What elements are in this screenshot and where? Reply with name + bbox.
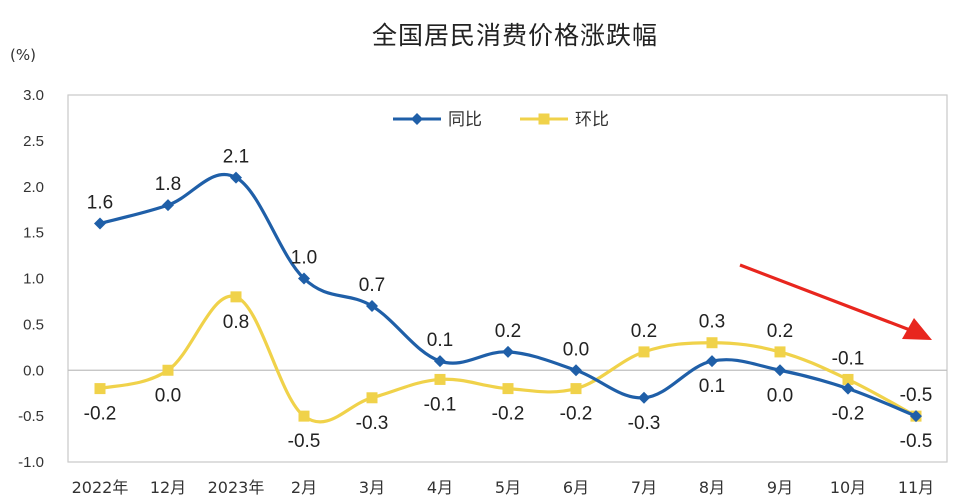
data-label-yoy: 1.8	[155, 174, 181, 195]
x-tick-label: 11月	[898, 478, 934, 497]
annotation-arrow-shaft	[739, 263, 911, 332]
data-label-mom: -0.2	[560, 404, 593, 425]
series-point-yoy	[502, 345, 514, 358]
x-tick-label: 12月	[150, 478, 186, 497]
x-tick-label: 7月	[631, 478, 657, 497]
data-label-yoy: -0.3	[628, 413, 661, 434]
y-tick-label: 0.5	[23, 316, 44, 333]
data-label-yoy: 2.1	[223, 147, 249, 168]
legend: 同比 环比	[393, 110, 609, 130]
legend-label-mom: 环比	[575, 110, 609, 130]
series-point-yoy	[638, 391, 650, 404]
annotation-layer	[739, 263, 932, 340]
x-tick-label: 2022年	[72, 478, 129, 497]
data-label-yoy: 0.0	[767, 385, 793, 406]
data-label-mom: -0.1	[424, 394, 457, 415]
x-tick-label: 2023年	[208, 478, 265, 497]
data-label-mom: -0.3	[356, 413, 389, 434]
y-tick-label: 0.0	[23, 362, 44, 379]
x-tick-label: 4月	[427, 478, 453, 497]
series-point-yoy	[774, 364, 786, 377]
series-point-mom	[298, 410, 310, 422]
annotation-arrow-head	[902, 318, 932, 340]
series-point-mom	[162, 364, 174, 376]
data-label-yoy: 0.1	[427, 330, 453, 351]
data-label-yoy: 0.7	[359, 275, 385, 296]
data-label-mom: 0.2	[767, 321, 793, 342]
x-tick-label: 10月	[830, 478, 866, 497]
series-point-mom	[366, 392, 378, 404]
series-point-yoy	[570, 364, 582, 377]
legend-swatch-yoy-marker	[411, 113, 423, 125]
y-axis: 3.0 2.5 2.0 1.5 1.0 0.5 0.0 -0.5 -1.0	[18, 87, 44, 471]
data-label-mom: -0.5	[288, 431, 321, 452]
series-point-mom	[94, 383, 106, 395]
y-tick-label: 1.5	[23, 225, 44, 242]
data-label-yoy: 0.1	[699, 376, 725, 397]
series-point-mom	[570, 383, 582, 395]
data-label-yoy: 0.2	[495, 321, 521, 342]
y-unit-label: (%)	[10, 46, 36, 64]
x-tick-label: 5月	[495, 478, 521, 497]
data-label-mom: -0.2	[492, 404, 525, 425]
y-tick-label: 2.0	[23, 179, 44, 196]
data-label-yoy: 1.0	[291, 248, 317, 269]
data-label-mom: -0.2	[84, 404, 117, 425]
series-point-yoy	[434, 355, 446, 368]
x-tick-label: 3月	[359, 478, 385, 497]
x-axis: 2022年 12月 2023年 2月 3月 4月 5月 6月 7月 8月 9月 10月 11月	[72, 478, 935, 497]
data-label-mom: 0.3	[699, 312, 725, 333]
series-point-mom	[502, 383, 514, 395]
y-tick-label: 1.0	[23, 271, 44, 288]
series-point-mom	[842, 373, 854, 385]
y-tick-label: -1.0	[18, 454, 44, 471]
x-tick-label: 8月	[699, 478, 725, 497]
series-point-yoy	[162, 199, 174, 212]
series-point-mom	[230, 291, 242, 303]
series-point-mom	[638, 346, 650, 358]
y-tick-label: 2.5	[23, 133, 44, 150]
legend-swatch-mom-marker	[538, 113, 550, 125]
series-point-mom	[434, 373, 446, 385]
series-line-yoy	[98, 172, 918, 418]
data-label-yoy: -0.5	[900, 431, 933, 452]
y-tick-label: -0.5	[18, 408, 44, 425]
series-point-mom	[706, 337, 718, 349]
plot-frame	[67, 94, 948, 463]
data-label-yoy: 0.0	[563, 339, 589, 360]
data-label-yoy: 1.6	[87, 192, 113, 213]
x-tick-label: 6月	[563, 478, 589, 497]
data-label-mom: 0.0	[155, 385, 181, 406]
x-tick-label: 2月	[291, 478, 317, 497]
data-label-mom: 0.2	[631, 321, 657, 342]
data-label-yoy: -0.2	[832, 404, 865, 425]
series-point-yoy	[706, 355, 718, 368]
series-layer	[94, 171, 922, 424]
data-label-mom: 0.8	[223, 312, 249, 333]
data-label-mom: -0.5	[900, 385, 933, 406]
series-point-mom	[774, 346, 786, 358]
series-point-yoy	[298, 272, 310, 285]
x-tick-label: 9月	[767, 478, 793, 497]
legend-label-yoy: 同比	[448, 110, 482, 130]
series-point-yoy	[230, 171, 242, 184]
chart-title: 全国居民消费价格涨跌幅	[372, 21, 658, 50]
series-point-yoy	[910, 410, 922, 423]
series-point-yoy	[366, 300, 378, 313]
data-label-layer: -0.2 0.0 0.8 -0.5 -0.3 -0.1 -0.2 -0.2 0.2 0.3 0.2 -…	[84, 147, 933, 453]
series-point-yoy	[842, 382, 854, 395]
y-tick-label: 3.0	[23, 87, 44, 104]
data-label-mom: -0.1	[832, 348, 865, 369]
series-point-yoy	[94, 217, 106, 230]
